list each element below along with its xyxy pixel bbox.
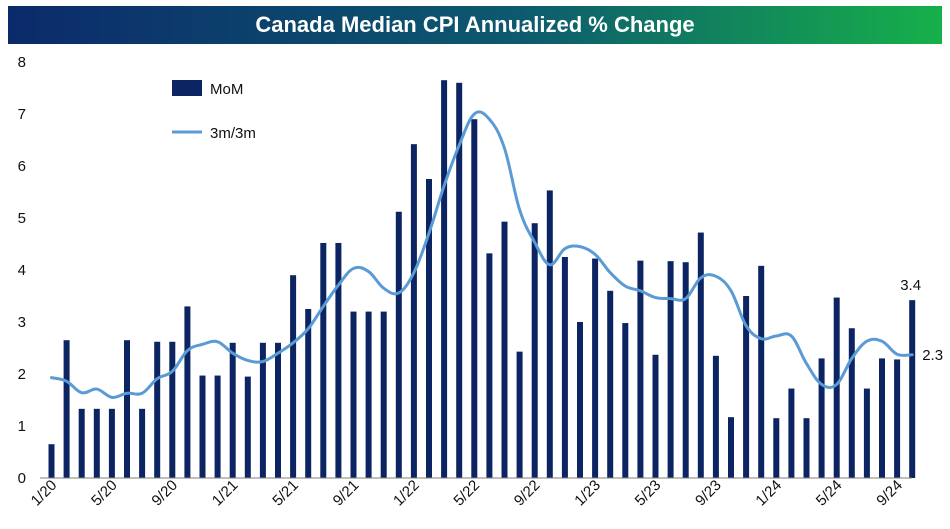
- y-tick-label: 0: [18, 470, 26, 487]
- bar-mom: [894, 359, 901, 478]
- y-tick-label: 8: [18, 54, 26, 71]
- bar-mom: [78, 408, 85, 478]
- bar-mom: [471, 119, 478, 478]
- end-label-3m3m: 2.3: [922, 347, 943, 364]
- legend: MoM 3m/3m: [172, 80, 256, 142]
- chart-title: Canada Median CPI Annualized % Change: [255, 12, 695, 37]
- chart-title-bar: Canada Median CPI Annualized % Change: [8, 6, 942, 44]
- bar-mom: [441, 80, 448, 478]
- bar-mom: [909, 300, 916, 478]
- bar-mom: [863, 388, 870, 478]
- bar-mom: [154, 341, 161, 478]
- x-tick-label: 9/22: [511, 477, 544, 510]
- bar-mom: [531, 223, 538, 478]
- x-tick-label: 9/23: [692, 477, 725, 510]
- x-tick-label: 5/21: [269, 477, 302, 510]
- y-tick-label: 7: [18, 106, 26, 123]
- x-tick-label: 1/21: [209, 477, 242, 510]
- bar-mom: [712, 355, 719, 478]
- legend-label-mom: MoM: [210, 81, 243, 98]
- bar-mom: [48, 444, 55, 478]
- bar-mom: [803, 418, 810, 478]
- bar-mom: [652, 354, 659, 478]
- x-tick-label: 9/20: [148, 477, 181, 510]
- bar-mom: [577, 322, 583, 478]
- bar-mom: [622, 323, 629, 478]
- bar-mom: [244, 376, 251, 478]
- bar-mom: [290, 275, 297, 478]
- bar-mom: [758, 265, 765, 478]
- x-tick-label: 9/24: [873, 477, 906, 510]
- y-tick-label: 3: [18, 314, 26, 331]
- bar-mom: [833, 297, 840, 478]
- bar-mom: [380, 311, 387, 478]
- bar-mom: [184, 306, 191, 478]
- bar-mom: [320, 242, 327, 478]
- bar-mom: [743, 296, 750, 478]
- bar-mom: [667, 261, 674, 478]
- bar-mom: [63, 340, 70, 478]
- bar-mom: [169, 341, 176, 478]
- x-axis-ticks: 1/20 5/20 9/20 1/21 5/21 9/21 1/22 5/22 9/22 1/23…: [28, 477, 906, 510]
- bar-mom: [501, 221, 508, 478]
- bar-mom: [546, 190, 553, 478]
- bar-mom: [365, 311, 372, 478]
- x-tick-label: 5/23: [632, 477, 665, 510]
- bar-mom: [124, 340, 130, 478]
- bar-mom: [199, 375, 206, 478]
- bar-mom: [214, 375, 221, 478]
- bar-mom: [259, 342, 266, 478]
- bar-mom: [486, 253, 493, 478]
- x-tick-label: 1/20: [28, 477, 61, 510]
- bar-mom: [516, 351, 523, 478]
- bar-mom: [275, 342, 281, 478]
- mom-bars: [48, 80, 916, 479]
- bar-mom: [410, 144, 417, 478]
- x-tick-label: 1/22: [390, 477, 423, 510]
- bar-mom: [682, 262, 689, 478]
- bar-mom: [773, 418, 780, 478]
- bar-mom: [395, 211, 402, 478]
- end-label-mom: 3.4: [900, 277, 921, 294]
- x-tick-label: 5/22: [450, 477, 483, 510]
- bar-mom: [728, 417, 734, 478]
- bar-mom: [335, 242, 342, 478]
- y-tick-label: 4: [18, 262, 26, 279]
- bar-mom: [848, 328, 855, 478]
- bar-mom: [229, 342, 236, 478]
- bar-mom: [592, 258, 599, 478]
- bar-mom: [561, 257, 568, 478]
- legend-label-3m3m: 3m/3m: [210, 125, 256, 142]
- y-tick-label: 1: [18, 418, 26, 435]
- y-tick-label: 2: [18, 366, 26, 383]
- y-tick-label: 6: [18, 158, 26, 175]
- y-axis-ticks: 0 1 2 3 4 5 6 7 8: [18, 54, 26, 487]
- bar-mom: [637, 260, 644, 478]
- series-line-3m3m: [50, 110, 914, 399]
- bar-mom: [697, 232, 704, 478]
- bar-mom: [456, 82, 463, 479]
- bar-mom: [788, 388, 795, 478]
- legend-swatch-mom: [172, 80, 202, 96]
- bar-mom: [305, 309, 312, 478]
- bar-mom: [139, 408, 146, 478]
- bar-mom: [879, 358, 885, 478]
- y-tick-label: 5: [18, 210, 26, 227]
- x-tick-label: 9/21: [330, 477, 363, 510]
- bar-mom: [108, 408, 115, 478]
- x-tick-label: 1/23: [571, 477, 604, 510]
- bar-mom: [93, 408, 100, 478]
- x-tick-label: 5/24: [813, 477, 846, 510]
- x-tick-label: 1/24: [752, 477, 785, 510]
- bar-mom: [426, 179, 432, 478]
- bar-mom: [350, 311, 357, 478]
- bar-mom: [607, 290, 614, 478]
- bar-mom: [818, 358, 825, 478]
- x-tick-label: 5/20: [88, 477, 121, 510]
